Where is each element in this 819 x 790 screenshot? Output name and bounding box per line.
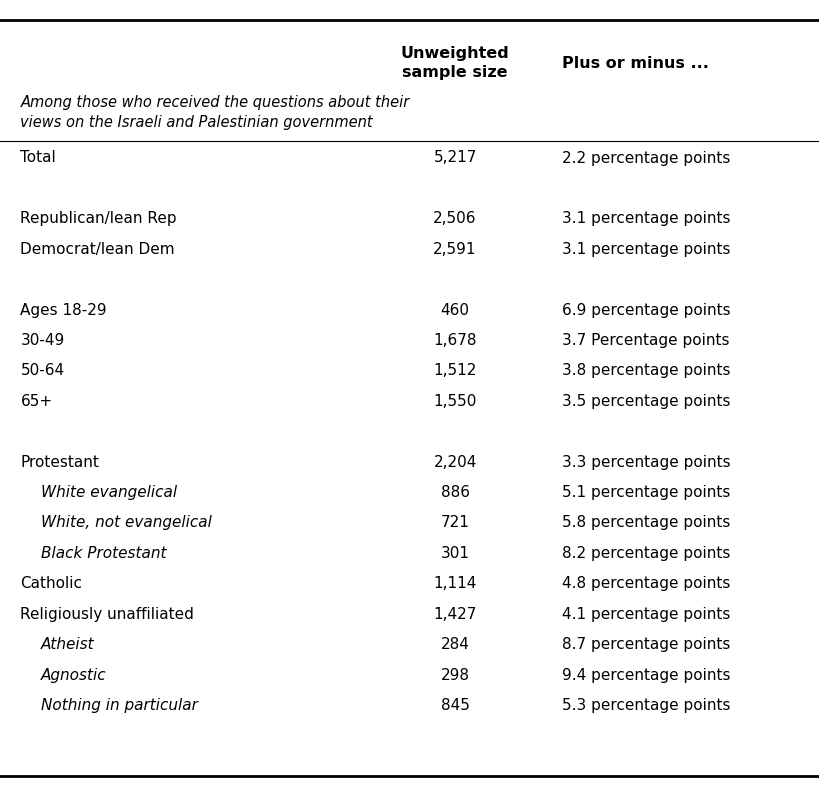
Text: 2,506: 2,506	[432, 212, 477, 226]
Text: 30-49: 30-49	[20, 333, 65, 348]
Text: Agnostic: Agnostic	[41, 668, 106, 683]
Text: 4.1 percentage points: 4.1 percentage points	[561, 607, 729, 622]
Text: 50-64: 50-64	[20, 363, 65, 378]
Text: Protestant: Protestant	[20, 455, 99, 469]
Text: 298: 298	[440, 668, 469, 683]
Text: 8.7 percentage points: 8.7 percentage points	[561, 638, 729, 652]
Text: Religiously unaffiliated: Religiously unaffiliated	[20, 607, 194, 622]
Text: 3.1 percentage points: 3.1 percentage points	[561, 212, 729, 226]
Text: Plus or minus ...: Plus or minus ...	[561, 56, 708, 70]
Text: 1,427: 1,427	[433, 607, 476, 622]
Text: 886: 886	[440, 485, 469, 500]
Text: 8.2 percentage points: 8.2 percentage points	[561, 546, 729, 561]
Text: 65+: 65+	[20, 394, 52, 408]
Text: 3.8 percentage points: 3.8 percentage points	[561, 363, 729, 378]
Text: 5,217: 5,217	[433, 151, 476, 165]
Text: Black Protestant: Black Protestant	[41, 546, 166, 561]
Text: Catholic: Catholic	[20, 577, 83, 591]
Text: Nothing in particular: Nothing in particular	[41, 698, 197, 713]
Text: 3.5 percentage points: 3.5 percentage points	[561, 394, 729, 408]
Text: 721: 721	[440, 516, 469, 530]
Text: 1,550: 1,550	[433, 394, 476, 408]
Text: Republican/lean Rep: Republican/lean Rep	[20, 212, 177, 226]
Text: Atheist: Atheist	[41, 638, 94, 652]
Text: Democrat/lean Dem: Democrat/lean Dem	[20, 242, 175, 257]
Text: White, not evangelical: White, not evangelical	[41, 516, 211, 530]
Text: 845: 845	[440, 698, 469, 713]
Text: 1,114: 1,114	[433, 577, 476, 591]
Text: Total: Total	[20, 151, 57, 165]
Text: 9.4 percentage points: 9.4 percentage points	[561, 668, 729, 683]
Text: 1,678: 1,678	[432, 333, 477, 348]
Text: 6.9 percentage points: 6.9 percentage points	[561, 303, 730, 318]
Text: 4.8 percentage points: 4.8 percentage points	[561, 577, 729, 591]
Text: 301: 301	[440, 546, 469, 561]
Text: 3.7 Percentage points: 3.7 Percentage points	[561, 333, 728, 348]
Text: 1,512: 1,512	[433, 363, 476, 378]
Text: Among those who received the questions about their
views on the Israeli and Pale: Among those who received the questions a…	[20, 95, 410, 130]
Text: 284: 284	[440, 638, 469, 652]
Text: Unweighted
sample size: Unweighted sample size	[400, 47, 509, 80]
Text: 3.3 percentage points: 3.3 percentage points	[561, 455, 730, 469]
Text: Ages 18-29: Ages 18-29	[20, 303, 107, 318]
Text: 5.3 percentage points: 5.3 percentage points	[561, 698, 729, 713]
Text: 460: 460	[440, 303, 469, 318]
Text: 5.8 percentage points: 5.8 percentage points	[561, 516, 729, 530]
Text: 2,204: 2,204	[433, 455, 476, 469]
Text: 3.1 percentage points: 3.1 percentage points	[561, 242, 729, 257]
Text: 2,591: 2,591	[432, 242, 477, 257]
Text: White evangelical: White evangelical	[41, 485, 177, 500]
Text: 5.1 percentage points: 5.1 percentage points	[561, 485, 729, 500]
Text: 2.2 percentage points: 2.2 percentage points	[561, 151, 729, 165]
